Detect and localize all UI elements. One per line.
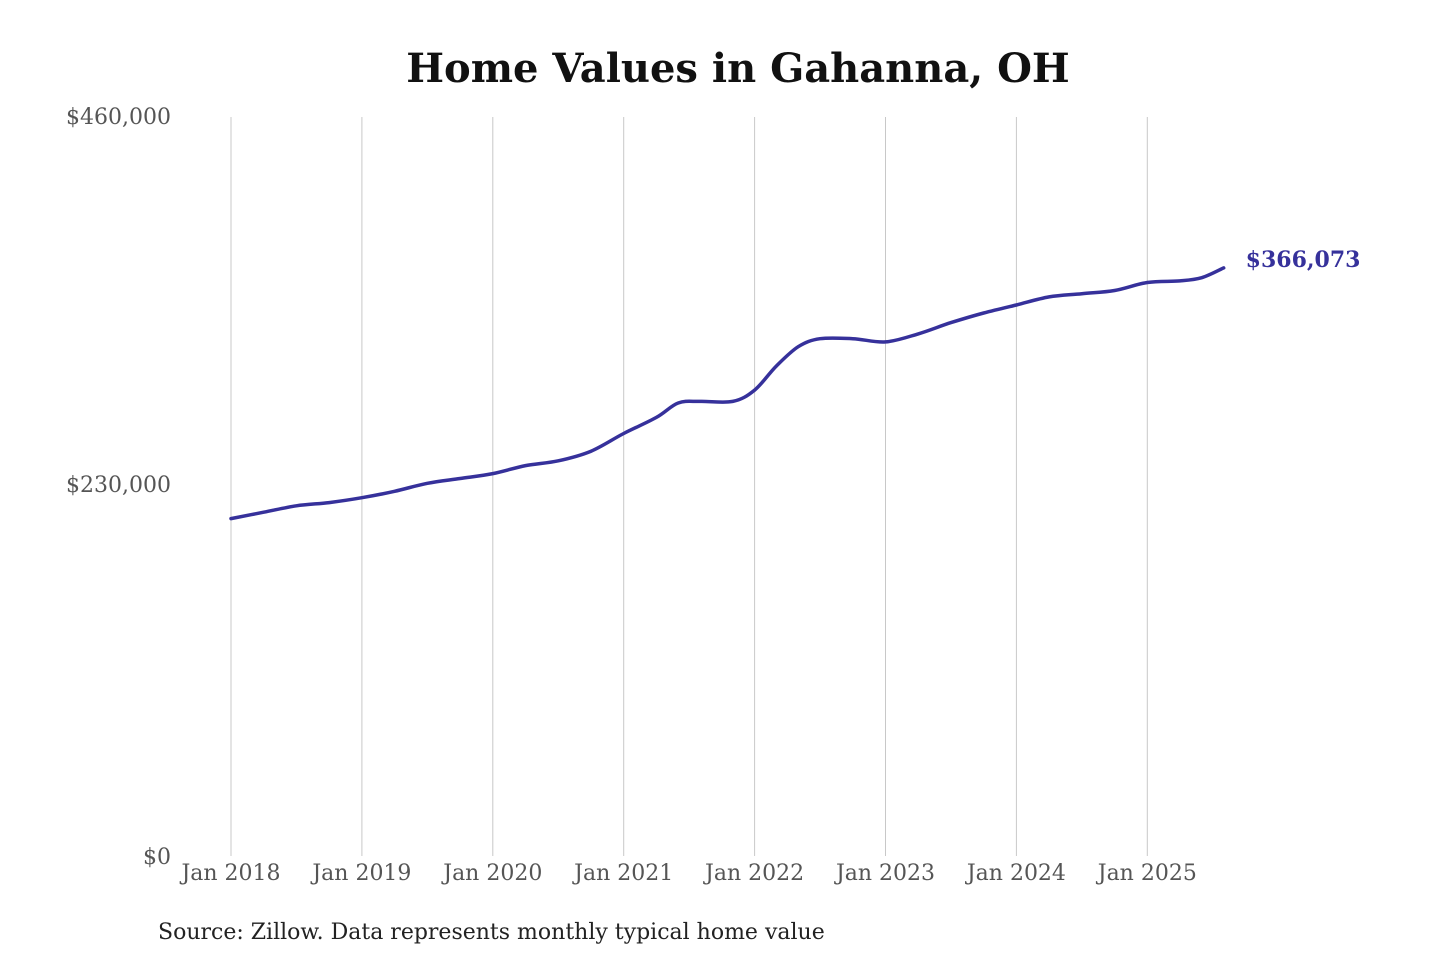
data-point: [262, 510, 266, 514]
x-tick-label: Jan 2025: [1096, 861, 1197, 886]
data-point: [949, 321, 953, 325]
data-point: [1047, 295, 1051, 299]
data-point: [360, 496, 364, 500]
data-point: [425, 481, 429, 485]
data-point: [1222, 266, 1226, 270]
x-tick-label: Jan 2023: [834, 861, 935, 886]
data-point: [676, 401, 680, 405]
series-layer: $366,073: [229, 247, 1360, 521]
data-point: [851, 337, 855, 341]
y-axis: $0 $230,000 $460,000: [66, 105, 171, 870]
x-tick-label: Jan 2022: [703, 861, 804, 886]
data-point: [1178, 279, 1182, 283]
x-tick-label: Jan 2021: [572, 861, 673, 886]
data-point: [774, 364, 778, 368]
data-point: [229, 517, 233, 521]
data-point: [294, 504, 298, 508]
data-point: [796, 345, 800, 349]
end-value-label: $366,073: [1246, 247, 1361, 273]
data-point: [982, 311, 986, 315]
x-tick-label: Jan 2024: [965, 861, 1066, 886]
y-tick-label: $460,000: [66, 105, 171, 130]
data-point: [1080, 292, 1084, 296]
data-point: [654, 415, 658, 419]
data-point: [884, 340, 888, 344]
data-point: [1113, 289, 1117, 293]
data-point: [491, 472, 495, 476]
data-point: [1200, 276, 1204, 280]
data-point: [524, 464, 528, 468]
x-axis: Jan 2018 Jan 2019 Jan 2020 Jan 2021 Jan 2022…: [179, 861, 1196, 886]
data-point: [327, 501, 331, 505]
series-line-0: [229, 266, 1226, 521]
gridlines: [230, 117, 1148, 856]
data-point: [622, 432, 626, 436]
data-point: [458, 477, 462, 481]
chart-title: Home Values in Gahanna, OH: [406, 45, 1069, 92]
data-point: [753, 388, 757, 392]
data-point: [818, 337, 822, 341]
data-point: [916, 332, 920, 336]
data-point: [1014, 303, 1018, 307]
source-note: Source: Zillow. Data represents monthly …: [158, 920, 825, 945]
data-point: [556, 459, 560, 463]
y-tick-label: $230,000: [66, 473, 171, 498]
data-point: [589, 449, 593, 453]
x-tick-label: Jan 2018: [179, 861, 280, 886]
data-point: [1145, 281, 1149, 285]
data-point: [393, 489, 397, 493]
data-point: [731, 399, 735, 403]
x-tick-label: Jan 2020: [441, 861, 542, 886]
y-tick-label: $0: [143, 845, 171, 870]
x-tick-label: Jan 2019: [310, 861, 411, 886]
data-point: [698, 399, 702, 403]
